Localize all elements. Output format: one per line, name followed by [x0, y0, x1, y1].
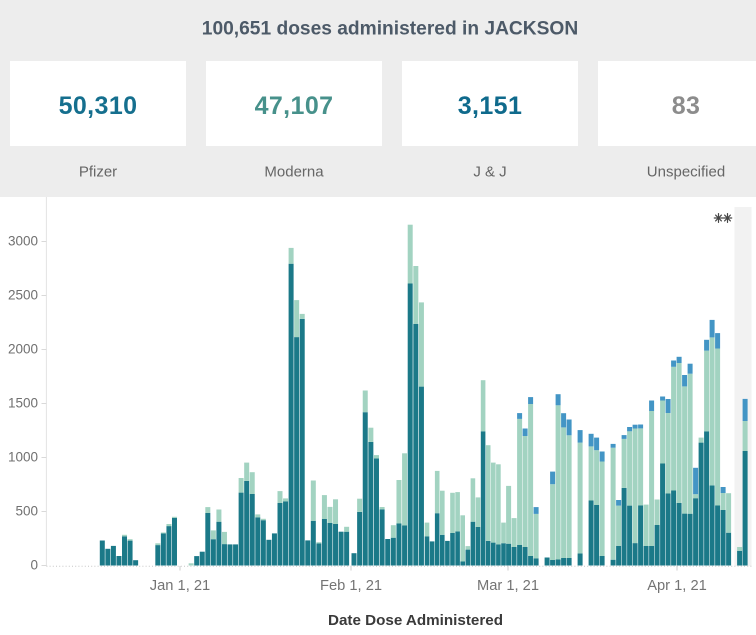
svg-text:500: 500 [15, 504, 38, 519]
svg-text:Unspecified: Unspecified [647, 164, 725, 181]
svg-text:J & J: J & J [473, 164, 506, 181]
svg-text:Feb 1, 21: Feb 1, 21 [320, 578, 382, 594]
svg-text:Date Dose Administered: Date Dose Administered [328, 612, 503, 629]
svg-text:Jan 1, 21: Jan 1, 21 [150, 578, 210, 594]
svg-text:100,651 doses administered in: 100,651 doses administered in JACKSON [202, 19, 578, 40]
svg-text:3,151: 3,151 [458, 92, 523, 120]
svg-text:83: 83 [672, 92, 701, 120]
svg-text:1000: 1000 [8, 450, 38, 465]
svg-text:50,310: 50,310 [59, 92, 138, 120]
svg-text:1500: 1500 [8, 396, 38, 411]
svg-text:2000: 2000 [8, 342, 38, 357]
svg-text:47,107: 47,107 [255, 92, 334, 120]
svg-text:3000: 3000 [8, 234, 38, 249]
svg-text:Moderna: Moderna [264, 164, 324, 181]
svg-text:0: 0 [30, 558, 38, 573]
svg-text:Pfizer: Pfizer [79, 164, 117, 181]
svg-text:Mar 1, 21: Mar 1, 21 [477, 578, 539, 594]
svg-text:2500: 2500 [8, 288, 38, 303]
svg-text:Apr 1, 21: Apr 1, 21 [647, 578, 707, 594]
